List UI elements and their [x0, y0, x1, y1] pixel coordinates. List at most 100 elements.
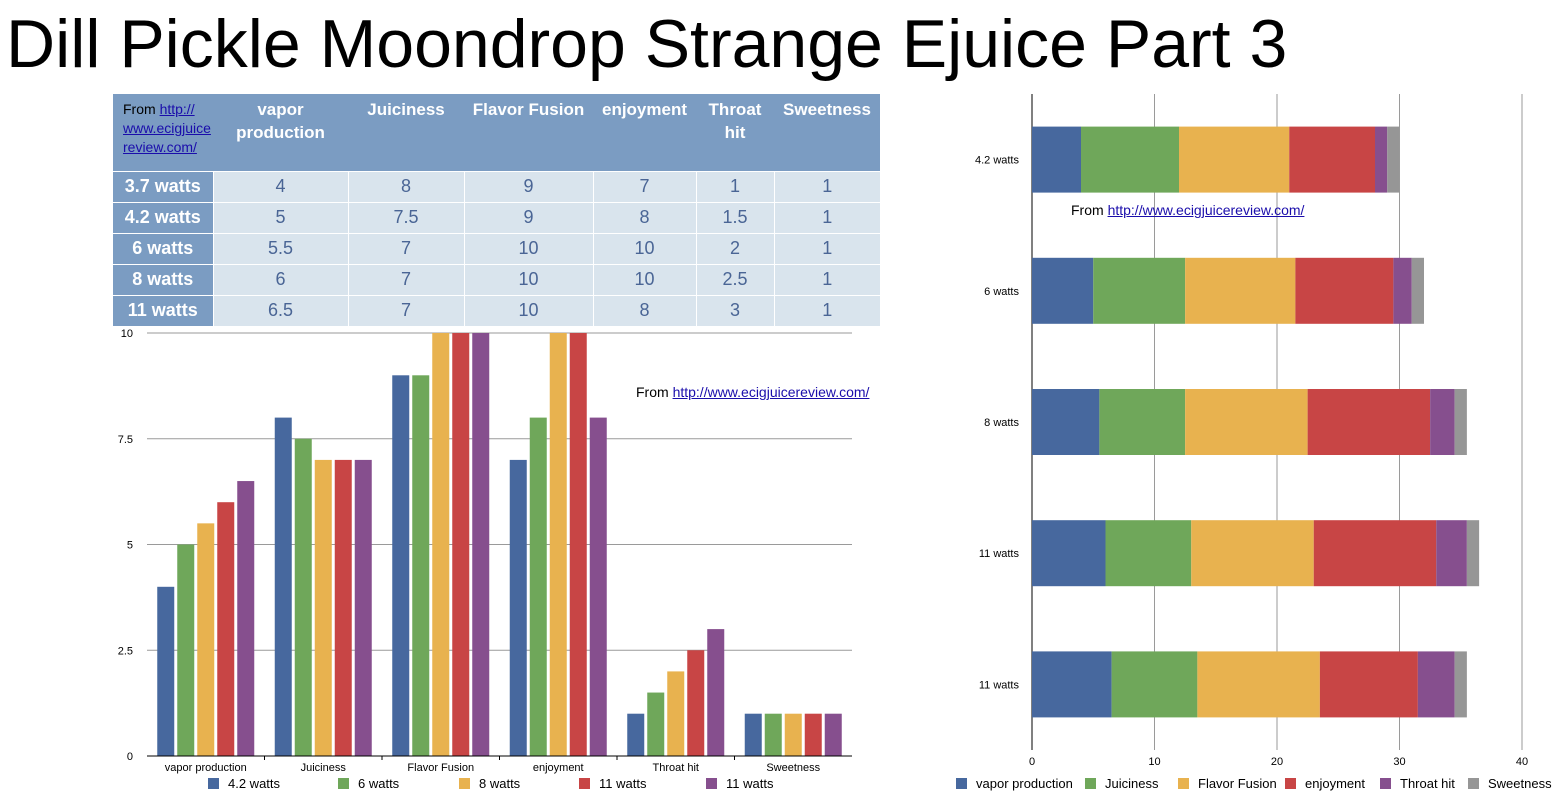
- table-header-row: From http:// www.ecigjuice review.com/ vap…: [113, 94, 880, 171]
- table-cell: 1: [695, 170, 774, 202]
- stacked-segment: [1430, 389, 1455, 455]
- stacked-segment: [1289, 126, 1375, 193]
- table-cell: 5: [212, 201, 348, 233]
- bar: [627, 713, 645, 756]
- table-header-cell: vapor production: [213, 94, 348, 171]
- x-category-label: enjoyment: [533, 762, 584, 774]
- stacked-segment: [1032, 520, 1106, 587]
- x-category-label: vapor production: [165, 762, 247, 774]
- bar: [452, 333, 470, 756]
- table-cell: 1: [773, 201, 880, 233]
- table-source-cell: From http:// www.ecigjuice review.com/: [113, 94, 213, 171]
- legend-swatch: [208, 778, 219, 789]
- table-row: 6 watts 5.5 7 10 10 2 1: [113, 232, 880, 264]
- stacked-segment: [1032, 651, 1112, 718]
- table-cell: 8: [592, 294, 696, 326]
- table-source-prefix: From: [123, 101, 160, 117]
- table-row: 11 watts 6.5 7 10 8 3 1: [113, 294, 880, 326]
- table-cell: 10: [463, 232, 593, 264]
- table-row-label: 8 watts: [113, 263, 213, 295]
- table-header-cell: Juiciness: [348, 94, 464, 171]
- stacked-segment: [1313, 520, 1437, 587]
- legend-swatch: [338, 778, 349, 789]
- y-tick-label: 2.5: [118, 645, 133, 657]
- stacked-segment: [1319, 651, 1418, 718]
- bar: [549, 333, 567, 756]
- table-cell: 10: [463, 263, 593, 295]
- y-tick-label: 10: [121, 328, 133, 340]
- bar: [354, 459, 372, 756]
- stacked-segment: [1185, 389, 1308, 455]
- stacked-segment: [1417, 651, 1455, 718]
- table-cell: 1: [773, 294, 880, 326]
- table-header-cell: enjoyment: [593, 94, 696, 171]
- table-source-link[interactable]: http:// www.ecigjuice review.com/: [123, 101, 211, 155]
- y-category-label: 4.2 watts: [975, 155, 1020, 167]
- legend-swatch: [579, 778, 590, 789]
- y-tick-label: 7.5: [118, 434, 133, 446]
- bar: [529, 417, 547, 756]
- legend-label: Throat hit: [1400, 776, 1455, 791]
- stacked-segment: [1191, 520, 1314, 587]
- stacked-segment: [1295, 257, 1394, 324]
- table-cell: 1.5: [695, 201, 774, 233]
- table-source-link-line: review.com/: [123, 139, 197, 155]
- table-cell: 10: [592, 232, 696, 264]
- table-row-label: 6 watts: [113, 232, 213, 264]
- stacked-segment: [1032, 257, 1094, 324]
- grouped-bar-chart: 0 2.5 5 7.5 10 vapor production Juiciness Flavo…: [118, 328, 852, 791]
- stacked-segment: [1032, 389, 1100, 455]
- table-cell: 7: [347, 294, 464, 326]
- y-category-label: 11 watts: [979, 548, 1020, 560]
- stacked-chart-source-note: From http://www.ecigjuicereview.com/: [1071, 202, 1304, 218]
- table-row-label: 11 watts: [113, 294, 213, 326]
- table-header-cell: Sweetness: [774, 94, 880, 171]
- bar-source-link[interactable]: http://www.ecigjuicereview.com/: [672, 384, 870, 400]
- bar-source-prefix: From: [636, 384, 673, 400]
- legend-swatch: [1380, 778, 1391, 789]
- table-cell: 3: [695, 294, 774, 326]
- x-category-label: Juiciness: [301, 762, 347, 774]
- legend-swatch: [1085, 778, 1096, 789]
- stacked-segment: [1081, 126, 1179, 193]
- table-cell: 4: [212, 170, 348, 202]
- stacked-segment: [1393, 257, 1412, 324]
- table-cell: 9: [463, 170, 593, 202]
- table-cell: 2.5: [695, 263, 774, 295]
- bar: [667, 671, 685, 756]
- bar: [472, 333, 490, 756]
- table-header-cell: Flavor Fusion: [464, 94, 593, 171]
- x-tick-label: 40: [1516, 756, 1528, 768]
- table-cell: 7: [347, 263, 464, 295]
- bar: [392, 375, 410, 756]
- table-row: 4.2 watts 5 7.5 9 8 1.5 1: [113, 201, 880, 233]
- legend-label: 4.2 watts: [228, 776, 281, 791]
- bar: [707, 629, 725, 756]
- table-cell: 7: [347, 232, 464, 264]
- bar: [314, 459, 332, 756]
- y-category-label: 6 watts: [984, 286, 1019, 298]
- legend-swatch: [459, 778, 470, 789]
- stacked-segment: [1032, 126, 1081, 193]
- y-category-label: 11 watts: [979, 679, 1020, 691]
- bar: [764, 713, 782, 756]
- legend-label: 8 watts: [479, 776, 521, 791]
- x-category-label: Flavor Fusion: [407, 762, 474, 774]
- legend-swatch: [706, 778, 717, 789]
- table-row-label: 3.7 watts: [113, 170, 213, 202]
- table-cell: 1: [773, 170, 880, 202]
- legend-swatch: [1285, 778, 1296, 789]
- table-cell: 9: [463, 201, 593, 233]
- table-cell: 2: [695, 232, 774, 264]
- hbar-source-link[interactable]: http://www.ecigjuicereview.com/: [1107, 202, 1305, 218]
- table-body: 3.7 watts 4 8 9 7 1 1 4.2 watts 5 7.5 9 8 1.5 1 6 watt…: [113, 170, 880, 326]
- stacked-segment: [1375, 126, 1388, 193]
- table-cell: 6.5: [212, 294, 348, 326]
- legend-label: 6 watts: [358, 776, 400, 791]
- table-cell: 10: [592, 263, 696, 295]
- legend-label: Sweetness: [1488, 776, 1552, 791]
- bar: [157, 586, 175, 756]
- stacked-segment: [1454, 651, 1467, 718]
- bar: [784, 713, 802, 756]
- stacked-segment: [1179, 126, 1290, 193]
